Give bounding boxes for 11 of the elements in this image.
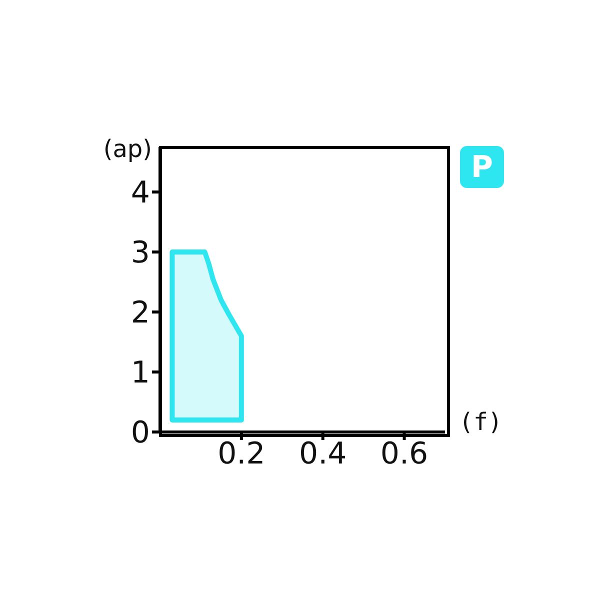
y-axis-title: (ap) bbox=[103, 135, 152, 163]
y-tick-label: 1 bbox=[130, 356, 150, 391]
x-tick-label: 0.2 bbox=[218, 436, 266, 472]
y-tick-label: 4 bbox=[130, 176, 150, 211]
x-axis-title: (f) bbox=[459, 408, 502, 436]
x-tick-label: 0.4 bbox=[299, 436, 347, 472]
y-tick-label: 0 bbox=[130, 416, 150, 451]
x-tick-label: 0.6 bbox=[380, 436, 428, 472]
y-tick-label: 3 bbox=[130, 236, 150, 271]
letter-badge: P bbox=[460, 146, 504, 188]
y-tick-label: 2 bbox=[130, 296, 150, 331]
